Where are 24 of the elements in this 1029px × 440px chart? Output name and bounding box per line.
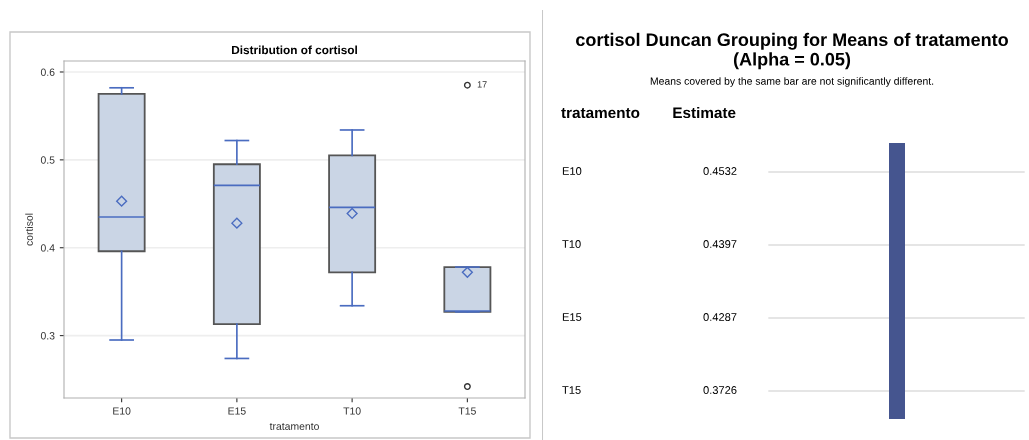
text: Estimate [673, 106, 736, 119]
x-tick-label: T15 [458, 407, 476, 415]
annotation: 17 [477, 81, 487, 88]
y-tick-label: 0.3 [40, 332, 55, 340]
chart-title: Distribution of cortisol [232, 45, 357, 55]
y-axis-title: cortisol [25, 213, 33, 246]
x-tick-label: E15 [228, 407, 246, 415]
x-tick-label: E10 [113, 407, 131, 415]
text: cortisol Duncan Grouping for Means of tratamento (Alpha = 0.05) [576, 32, 1008, 70]
x-axis-title: tratamento [269, 423, 319, 430]
data-label: 0.4287 [703, 313, 737, 321]
y-tick-label: 0.5 [40, 156, 55, 164]
y-tick-label: 0.6 [40, 68, 55, 76]
category-label: T10 [562, 240, 581, 248]
data-label: 0.4397 [703, 240, 737, 248]
category-label: E15 [562, 313, 582, 321]
y-tick-label: 0.4 [40, 244, 55, 252]
text: Means covered by the same bar are not significantly different. [650, 77, 934, 87]
data-label: 0.3726 [703, 386, 737, 394]
text: tratamento [561, 107, 640, 119]
category-label: T15 [562, 386, 581, 394]
data-label: 0.4532 [703, 167, 737, 175]
category-label: E10 [562, 167, 582, 175]
x-tick-label: T10 [343, 407, 361, 415]
